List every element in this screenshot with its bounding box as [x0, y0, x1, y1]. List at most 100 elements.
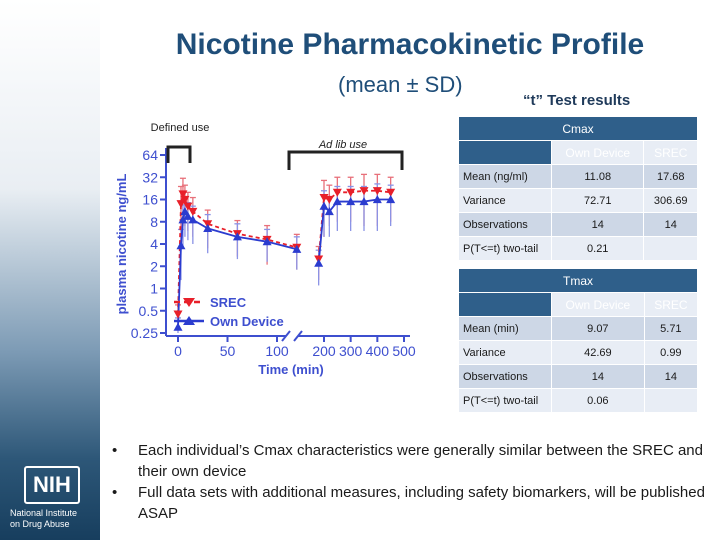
cmax-col-srec: SREC	[643, 140, 698, 165]
x-tick-label: 400	[366, 343, 390, 359]
srec-data-point	[346, 188, 356, 197]
cmax-cell: 0.21	[550, 236, 645, 261]
own-device-data-point	[324, 207, 334, 216]
own-device-data-point	[173, 322, 183, 331]
tmax-title: Tmax	[458, 268, 698, 293]
bullet-dot-icon: •	[112, 442, 118, 459]
cmax-cell: 306.69	[643, 188, 698, 213]
y-tick-label: 64	[142, 147, 158, 163]
x-tick-label: 50	[220, 343, 236, 359]
tmax-cell	[643, 388, 699, 413]
y-tick-label: 16	[142, 192, 158, 208]
cmax-cell: 11.08	[550, 164, 645, 189]
own-device-data-point	[372, 195, 382, 204]
tmax-row-label: P(T<=t) two-tail	[458, 388, 552, 413]
own-device-data-point	[332, 197, 342, 206]
x-tick-label: 0	[174, 343, 182, 359]
srec-data-point	[173, 310, 183, 319]
own-device-data-point	[292, 244, 302, 253]
pk-chart: 0.25 0.5 1 2 4 8 16 32 64 0 50 100 200 300 400 500 Defi…	[114, 122, 416, 377]
y-axis-label: plasma nicotine ng/mL	[114, 174, 129, 315]
cmax-table: Cmax Own Device SREC Mean (ng/ml) 11.08 …	[458, 116, 698, 261]
cmax-row-label: P(T<=t) two-tail	[458, 236, 552, 261]
srec-data-point	[359, 187, 369, 196]
srec-data-point	[176, 200, 186, 209]
bullet-text: Each individual’s Cmax characteristics w…	[138, 442, 703, 480]
own-device-data-point	[178, 215, 188, 224]
y-tick-label: 4	[150, 236, 158, 252]
axis-break-mark	[293, 330, 303, 342]
slide-title: Nicotine Pharmacokinetic Profile	[175, 28, 645, 61]
x-tick-label: 200	[312, 343, 336, 359]
cmax-title: Cmax	[458, 116, 698, 141]
x-tick-label: 100	[265, 343, 289, 359]
tmax-row-label: Observations	[458, 364, 552, 389]
tmax-row-label: Mean (min)	[458, 316, 552, 341]
cmax-row-label: Observations	[458, 212, 552, 237]
own-device-data-point	[183, 211, 193, 220]
cmax-cell: 14	[643, 212, 698, 237]
bullet-list: • Each individual’s Cmax characteristics…	[112, 440, 712, 524]
ad-lib-use-label: Ad lib use	[318, 139, 367, 151]
cmax-col-own: Own Device	[550, 140, 645, 165]
tmax-table: Tmax Own Device SREC Mean (min) 9.07 5.7…	[458, 268, 699, 413]
y-tick-label: 0.5	[139, 303, 159, 319]
tmax-cell: 0.99	[643, 340, 699, 365]
cmax-cell: 14	[550, 212, 645, 237]
own-device-data-point	[319, 201, 329, 210]
bullet-dot-icon: •	[112, 484, 118, 501]
bullet-text: Full data sets with additional measures,…	[138, 484, 705, 522]
defined-use-label: Defined use	[151, 122, 210, 134]
srec-data-point	[324, 195, 334, 204]
srec-series-line	[177, 190, 298, 315]
srec-data-point	[372, 187, 382, 196]
own-device-data-point	[188, 215, 198, 224]
legend-srec-label: SREC	[210, 295, 247, 310]
srec-data-point	[178, 190, 188, 199]
srec-data-point	[180, 195, 190, 204]
y-tick-label: 1	[150, 281, 158, 297]
srec-data-point	[386, 188, 396, 197]
srec-data-point	[183, 202, 193, 211]
cmax-cell: 17.68	[643, 164, 698, 189]
tmax-cell: 5.71	[643, 316, 699, 341]
sidebar-gradient	[0, 0, 100, 540]
own-device-data-point	[262, 237, 272, 246]
chart-legend: SREC Own Device	[174, 295, 284, 329]
nih-name-line1: National Institute	[10, 508, 78, 518]
y-tick-label: 32	[142, 169, 158, 185]
cmax-row-label: Variance	[458, 188, 552, 213]
legend-own-device-marker	[183, 316, 195, 325]
srec-series-line	[317, 189, 391, 260]
x-tick-label: 300	[339, 343, 363, 359]
bullet-item: • Full data sets with additional measure…	[112, 482, 712, 524]
nih-name-line2: on Drug Abuse	[10, 519, 70, 529]
defined-use-bracket	[166, 145, 192, 163]
tmax-cell: 14	[643, 364, 699, 389]
own-device-data-point	[203, 223, 213, 233]
ttest-title: “t” Test results	[523, 92, 631, 109]
cmax-cell	[643, 236, 698, 261]
y-tick-label: 0.25	[131, 325, 158, 341]
tmax-col-srec: SREC	[643, 292, 699, 317]
srec-data-point	[188, 207, 198, 217]
x-tick-label: 500	[392, 343, 416, 359]
x-axis-label: Time (min)	[258, 362, 324, 377]
nih-logo: NIH National Institute on Drug Abuse	[10, 466, 94, 530]
y-tick-label: 8	[150, 214, 158, 230]
own-device-data-point	[359, 197, 369, 206]
legend-srec-marker	[183, 298, 195, 307]
own-device-data-point	[346, 197, 356, 206]
tmax-cell: 14	[551, 364, 645, 389]
legend-own-device-label: Own Device	[210, 314, 284, 329]
nih-mark: NIH	[24, 466, 80, 504]
tmax-col-own: Own Device	[551, 292, 645, 317]
own-device-data-point	[232, 232, 242, 241]
tmax-cell: 0.06	[551, 388, 645, 413]
own-device-data-point	[176, 241, 186, 250]
tmax-row-label: Variance	[458, 340, 552, 365]
tmax-cell: 9.07	[551, 316, 645, 341]
own-device-data-point	[314, 258, 324, 267]
y-tick-label: 2	[150, 258, 158, 274]
axis-break-mark	[281, 330, 291, 342]
